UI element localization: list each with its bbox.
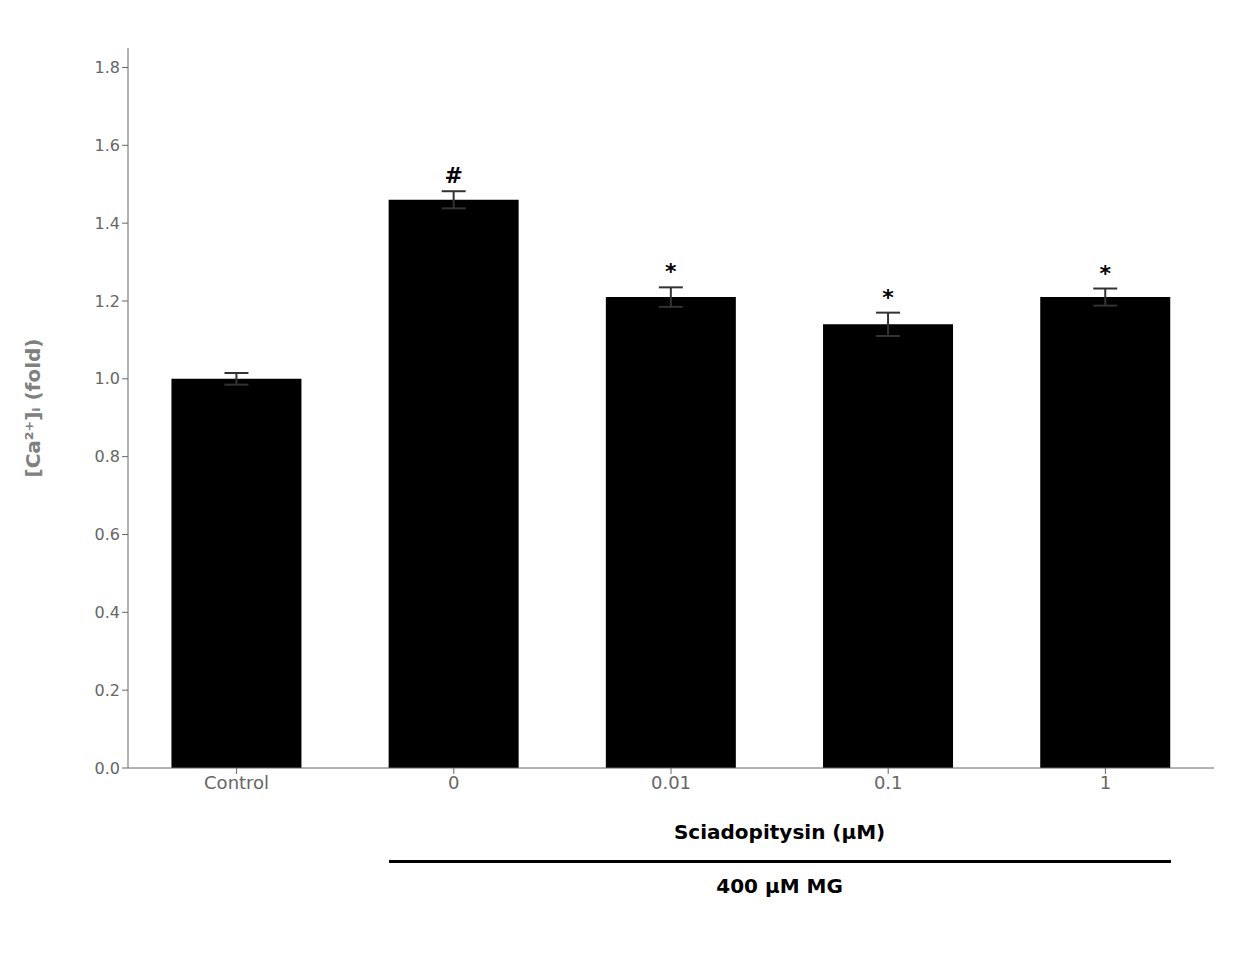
svg-text:0.4: 0.4 xyxy=(95,603,120,622)
svg-text:0.01: 0.01 xyxy=(651,772,691,793)
html-text:400 μM MG: 400 μM MG xyxy=(716,874,843,898)
svg-text:[Ca²⁺]ᵢ (fold): [Ca²⁺]ᵢ (fold) xyxy=(21,338,45,477)
svg-text:*: * xyxy=(665,259,677,284)
svg-text:#: # xyxy=(444,163,462,188)
svg-text:0: 0 xyxy=(448,772,459,793)
svg-text:0.1: 0.1 xyxy=(874,772,903,793)
svg-text:1.8: 1.8 xyxy=(95,58,120,77)
svg-text:0.2: 0.2 xyxy=(95,681,120,700)
svg-text:0.8: 0.8 xyxy=(95,447,120,466)
svg-text:Control: Control xyxy=(204,772,269,793)
svg-text:1.0: 1.0 xyxy=(95,369,120,388)
svg-text:1: 1 xyxy=(1100,772,1111,793)
svg-text:*: * xyxy=(1099,261,1111,286)
svg-text:1.2: 1.2 xyxy=(95,292,120,311)
html-text:Sciadopitysin (μM): Sciadopitysin (μM) xyxy=(673,820,886,844)
svg-text:1.6: 1.6 xyxy=(95,136,120,155)
svg-text:0.0: 0.0 xyxy=(95,759,120,778)
svg-text:0.6: 0.6 xyxy=(95,525,120,544)
svg-text:1.4: 1.4 xyxy=(95,214,120,233)
svg-text:*: * xyxy=(882,285,894,310)
